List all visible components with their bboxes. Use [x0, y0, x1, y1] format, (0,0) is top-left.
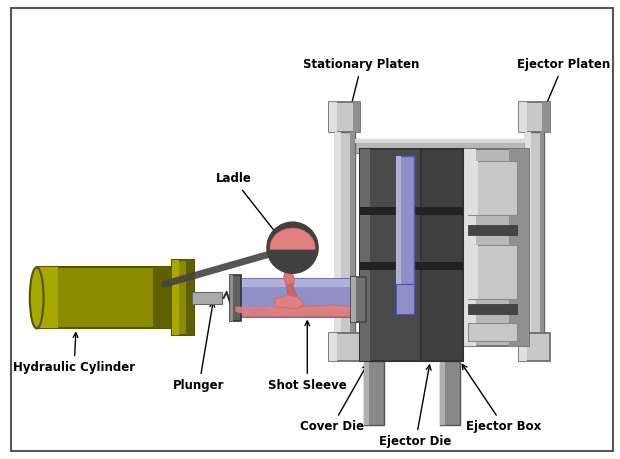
Bar — [234, 279, 353, 317]
Bar — [467, 225, 517, 235]
Bar — [519, 333, 551, 361]
Bar — [355, 140, 527, 143]
Bar — [360, 149, 422, 361]
Bar — [335, 132, 341, 333]
Bar — [329, 102, 360, 132]
Bar — [229, 275, 241, 320]
Bar — [509, 149, 529, 346]
Bar — [460, 149, 529, 346]
Bar — [467, 161, 517, 215]
Bar — [360, 263, 463, 270]
Text: Shot Sleeve: Shot Sleeve — [268, 321, 347, 392]
Bar — [519, 102, 527, 132]
Text: Plunger: Plunger — [174, 302, 225, 392]
Bar — [396, 156, 401, 284]
Bar — [467, 324, 517, 341]
Bar — [234, 292, 243, 304]
Text: Ladle: Ladle — [216, 172, 285, 244]
Bar — [234, 279, 353, 287]
Bar — [467, 161, 477, 215]
Bar — [467, 245, 477, 299]
Bar — [539, 132, 544, 333]
Bar — [365, 361, 384, 425]
Bar — [519, 333, 527, 361]
Bar — [172, 261, 194, 335]
Bar — [365, 361, 370, 425]
Circle shape — [267, 222, 318, 273]
Text: Stationary Platen: Stationary Platen — [303, 58, 420, 128]
Bar — [186, 261, 194, 335]
Text: Die Cavity: Die Cavity — [402, 153, 479, 184]
Text: Ejector Box: Ejector Box — [463, 364, 542, 433]
Polygon shape — [275, 295, 304, 309]
Bar — [460, 149, 476, 346]
Bar — [422, 149, 463, 361]
Text: Ejector Die: Ejector Die — [379, 365, 452, 448]
Bar — [542, 102, 551, 132]
Ellipse shape — [30, 268, 43, 328]
Bar — [329, 333, 360, 361]
Bar — [519, 102, 551, 132]
Bar — [355, 140, 527, 153]
Bar — [234, 309, 353, 317]
Text: Hydraulic Cylinder: Hydraulic Cylinder — [13, 333, 135, 374]
Bar — [467, 304, 517, 313]
Bar — [353, 102, 360, 132]
Bar — [360, 149, 370, 361]
Bar — [355, 309, 527, 323]
Bar — [440, 361, 460, 425]
Ellipse shape — [276, 236, 293, 248]
Polygon shape — [396, 284, 414, 313]
Polygon shape — [236, 307, 353, 317]
Bar — [229, 275, 234, 320]
Bar — [525, 132, 544, 333]
Bar — [329, 102, 337, 132]
Polygon shape — [284, 268, 294, 289]
Bar — [396, 156, 414, 284]
Bar — [467, 245, 517, 299]
Bar — [37, 268, 58, 328]
Bar — [525, 132, 531, 333]
Text: Cover Die: Cover Die — [300, 364, 367, 433]
Text: Ejector Platen: Ejector Platen — [516, 58, 610, 128]
Bar — [335, 132, 355, 333]
Bar — [192, 292, 222, 304]
Bar — [172, 261, 179, 335]
Bar — [153, 268, 174, 328]
Bar — [360, 207, 463, 215]
Bar — [440, 361, 445, 425]
Bar — [329, 333, 337, 361]
Bar — [350, 132, 355, 333]
Bar — [350, 277, 355, 321]
Bar — [350, 277, 366, 321]
Polygon shape — [236, 305, 353, 317]
Polygon shape — [286, 283, 296, 301]
Bar — [355, 309, 527, 313]
Bar — [37, 268, 174, 328]
Polygon shape — [270, 228, 315, 250]
